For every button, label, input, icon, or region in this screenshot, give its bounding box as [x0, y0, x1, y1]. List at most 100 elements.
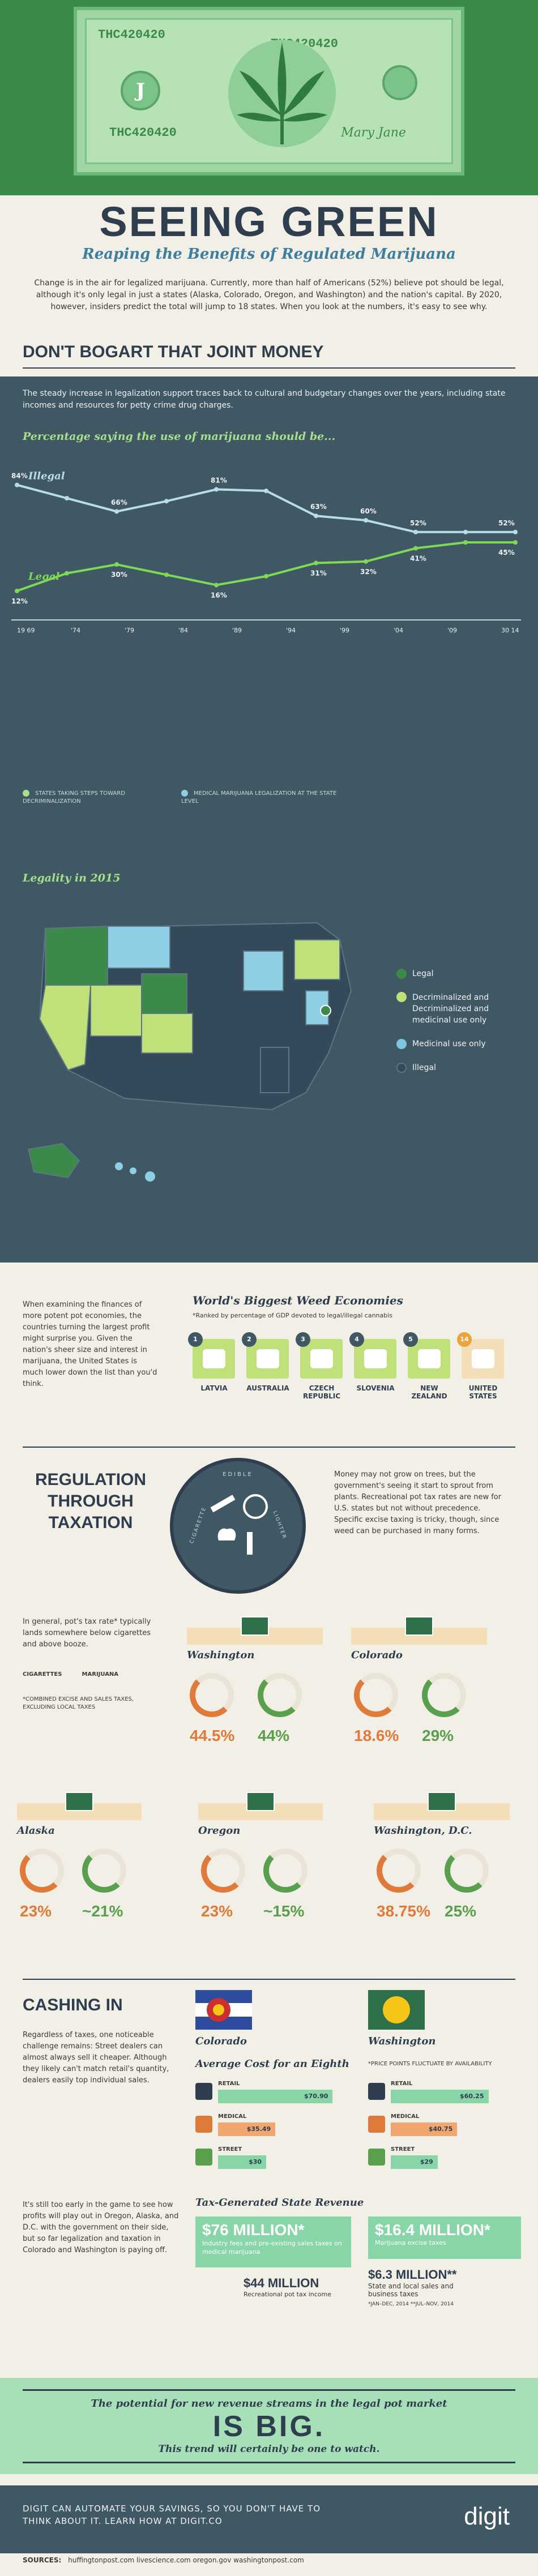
data-label: 45%: [498, 549, 515, 557]
colorado-revenue-big-label: Industry fees and pre-existing sales tax…: [202, 2240, 342, 2256]
cigarette-gauge-icon: [190, 1673, 234, 1717]
x-tick-label: 30 14: [501, 627, 519, 634]
revenue-title: Tax-Generated State Revenue: [195, 2197, 364, 2209]
economy-card: 4: [349, 1332, 396, 1379]
check-icon: [396, 969, 407, 979]
point-illegal-2: [114, 509, 119, 514]
washington-revenue-small-label: State and local sales and business taxes: [368, 2282, 454, 2298]
hawaii-map: [115, 1162, 155, 1182]
cigarette-tax-rate: 44.5%: [190, 1727, 235, 1744]
economy-rank: 14: [457, 1332, 472, 1347]
x-tick-label: '84: [178, 627, 188, 634]
washington-revenue-note: *JAN–DEC, 2014 **JUL–NOV, 2014: [368, 2301, 454, 2307]
marijuana-tax-rate: 29%: [422, 1727, 454, 1744]
marijuana-tax-rate: ~15%: [263, 1902, 305, 1920]
economies-note: *Ranked by percentage of GDP devoted to …: [193, 1312, 393, 1319]
economy-rank: 3: [296, 1332, 310, 1347]
series-label-legal: Legal: [28, 571, 59, 583]
medical-cross-icon: [396, 1039, 407, 1049]
map-state-mt: [107, 926, 170, 969]
country-silhouette-icon: [472, 1349, 494, 1368]
point-legal-9: [463, 540, 468, 545]
point-illegal-9: [463, 529, 468, 534]
point-illegal-1: [65, 496, 69, 500]
data-label: 63%: [310, 503, 327, 511]
price-bar: $35.49: [218, 2123, 276, 2136]
economy-country-name: UNITED STATES: [468, 1384, 498, 1400]
tax-state-name: Colorado: [351, 1649, 403, 1661]
cigarette-tax-rate: 23%: [20, 1902, 52, 1920]
signature: Mary Jane: [341, 126, 406, 140]
washington-revenue-big-label: Marijuana excise taxes: [375, 2239, 446, 2246]
alaska-map: [27, 1142, 80, 1179]
series-line-legal: [16, 541, 515, 592]
economy-country-name: LATVIA: [200, 1384, 228, 1392]
map-state-co: [141, 973, 187, 1014]
price-bar: $60.25: [391, 2090, 489, 2103]
sources-line: SOURCES: huffingtonpost.com livescience.…: [0, 2556, 538, 2576]
colorado-flag-icon: [195, 1990, 252, 2030]
colorado-price-bars: RETAIL $70.90 MEDICAL $35.49 STREET $30: [195, 2081, 354, 2183]
marijuana-label: MARIJUANA: [82, 1671, 119, 1678]
state-flag-icon: [241, 1616, 269, 1636]
washington-revenue-small-value: $6.3 MILLION**: [368, 2267, 457, 2282]
price-bar: $30: [218, 2155, 267, 2169]
point-illegal-3: [164, 499, 169, 504]
map-state-mi: [243, 951, 284, 991]
map-state-nv: [90, 985, 142, 1037]
marijuana-gauge-icon: [82, 1848, 126, 1893]
price-bar: $40.75: [391, 2123, 458, 2136]
data-label: 16%: [211, 591, 227, 599]
section-divider: [23, 1979, 515, 1980]
x-tick-label: '79: [125, 627, 134, 634]
washington-price-bars: RETAIL $60.25 MEDICAL $40.75 STREET $29: [368, 2081, 527, 2183]
digit-logo[interactable]: digit: [464, 2502, 510, 2530]
map-state-ny: [294, 939, 340, 980]
data-label: 12%: [11, 597, 28, 605]
cigarette-tax-rate: 38.75%: [377, 1902, 430, 1920]
legend-label-decrim: Decriminalized and Decriminalized and me…: [412, 993, 489, 1025]
cigarette-gauge-icon: [377, 1848, 421, 1893]
data-label: 60%: [360, 507, 377, 515]
us-map: [39, 922, 352, 1111]
street-icon: [368, 2149, 385, 2166]
cashing-state-washington: Washington: [368, 2035, 436, 2047]
point-legal-3: [164, 572, 169, 577]
hero-banner: THC420420 THC420420 THC420420 J: [0, 0, 538, 195]
tax-top-row: Washington 44.5% 44% Colorado 18.6% 29%: [187, 1616, 521, 1781]
colorado-revenue-small-value: $44 MILLION: [244, 2276, 319, 2290]
retail-store-icon: [195, 2083, 212, 2100]
price-label: MEDICAL: [391, 2113, 420, 2120]
map-state-fl: [260, 1047, 289, 1093]
point-legal-4: [214, 583, 219, 588]
avg-cost-note: *PRICE POINTS FLUCTUATE BY AVAILABILITY: [368, 2061, 492, 2067]
state-flag-icon: [428, 1792, 456, 1811]
point-legal-1: [65, 571, 69, 576]
tax-state-block: Colorado 18.6% 29%: [351, 1616, 487, 1758]
economy-rank: 5: [403, 1332, 418, 1347]
pot-products-icon: [210, 1494, 268, 1555]
economies-text: When examining the finances of more pote…: [23, 1300, 157, 1388]
tax-state-name: Alaska: [17, 1825, 55, 1837]
seal-circle-icon: [382, 65, 417, 100]
x-tick-label: '09: [447, 627, 457, 634]
dollar-bill: THC420420 THC420420 THC420420 J: [74, 7, 464, 176]
footer-cta[interactable]: DIGIT CAN AUTOMATE YOUR SAVINGS, SO YOU …: [23, 2504, 321, 2526]
country-silhouette-icon: [203, 1349, 225, 1368]
country-silhouette-icon: [418, 1349, 441, 1368]
state-flag-icon: [246, 1792, 275, 1811]
trend-line-chart: Illegal Legal 84% 66% 81% 63% 60% 52% 52% 12% 30% 1…: [11, 470, 521, 634]
washington-revenue-big-value: $16.4 MILLION*: [375, 2221, 490, 2239]
economy-country-name: CZECH REPUBLIC: [302, 1384, 341, 1400]
cigarette-gauge-icon: [20, 1848, 64, 1893]
point-illegal-5: [264, 489, 268, 493]
economy-country-name: SLOVENIA: [356, 1384, 395, 1392]
economy-country-name: NEW ZEALAND: [411, 1384, 447, 1400]
data-label: 52%: [498, 519, 515, 527]
page-subtitle: Reaping the Benefits of Regulated Mariju…: [82, 246, 456, 263]
legend-label-illegal: Illegal: [412, 1063, 436, 1072]
data-label: 52%: [410, 519, 426, 527]
marijuana-gauge-icon: [445, 1848, 489, 1893]
legend-row-legal: Legal: [396, 968, 527, 979]
economy-card: 3: [296, 1332, 343, 1379]
